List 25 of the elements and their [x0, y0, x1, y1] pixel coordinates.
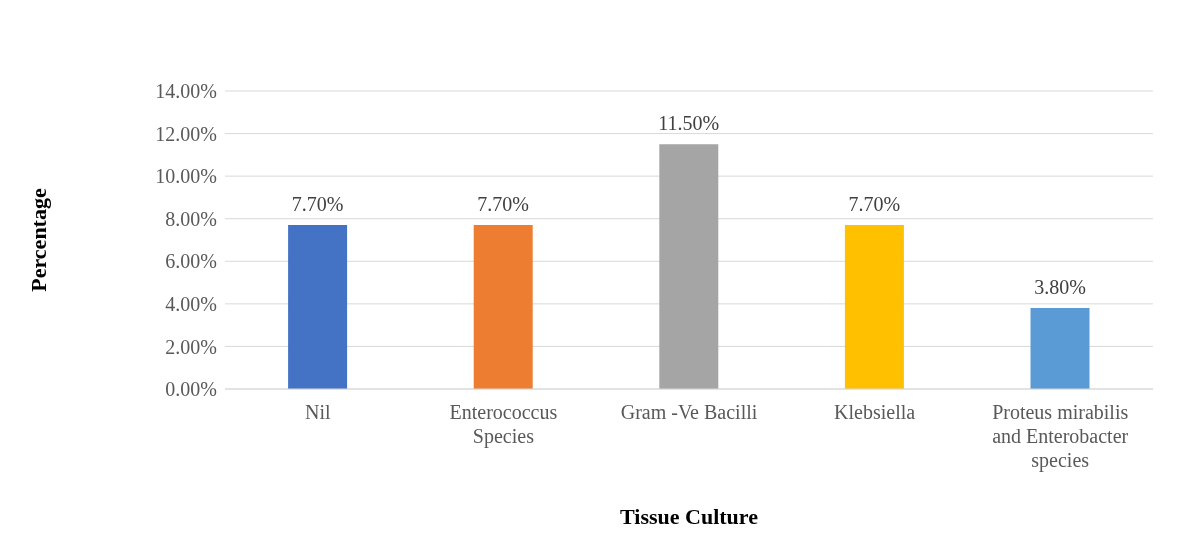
y-tick-label: 14.00% — [155, 80, 217, 103]
data-label: 3.80% — [1034, 276, 1086, 299]
data-label: 7.70% — [477, 193, 530, 216]
y-tick-label: 12.00% — [155, 122, 217, 145]
y-tick-label: 0.00% — [165, 378, 217, 401]
x-axis-title: Tissue Culture — [620, 504, 759, 529]
data-label: 7.70% — [848, 193, 901, 216]
x-tick-label: Gram -Ve Bacilli — [620, 401, 758, 423]
y-tick-label: 10.00% — [155, 165, 217, 188]
y-tick-label: 2.00% — [165, 335, 217, 358]
data-label: 11.50% — [658, 112, 720, 135]
bar — [844, 225, 904, 389]
y-tick-label: 4.00% — [165, 292, 217, 315]
y-axis-title: Percentage — [25, 188, 51, 292]
x-tick-label: Proteus mirabilis and Enterobacter species — [992, 401, 1129, 472]
bar — [1030, 308, 1090, 389]
x-tick-label: Nil — [305, 401, 332, 423]
bar — [288, 225, 348, 389]
data-label: 7.70% — [291, 193, 344, 216]
bar — [659, 144, 719, 389]
y-tick-label: 6.00% — [165, 250, 217, 273]
x-tick-label: Klebsiella — [834, 401, 916, 423]
y-tick-label: 8.00% — [165, 207, 217, 230]
bar — [473, 225, 533, 389]
x-tick-label: Enterococcus Species — [449, 401, 558, 448]
